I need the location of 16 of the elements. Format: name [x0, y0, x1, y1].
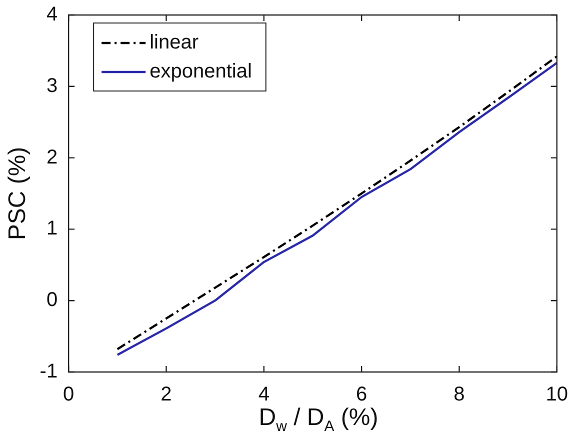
y-tick-label: 0: [46, 289, 58, 312]
y-tick-label: -1: [40, 360, 58, 383]
x-tick-label: 6: [356, 384, 368, 406]
y-tick-label: 2: [46, 146, 58, 168]
x-tick-label: 2: [160, 384, 172, 406]
y-tick-label: 4: [46, 4, 58, 26]
x-tick-label: 0: [63, 384, 74, 406]
legend-label: linear: [150, 32, 199, 54]
x-axis-title: D$_{w}$ / D$_{A}$ (%): [258, 404, 380, 435]
y-tick-label: 1: [46, 218, 58, 240]
x-tick-label: 4: [258, 384, 270, 406]
x-tick-label: 10: [546, 384, 568, 406]
y-tick-label: 3: [46, 74, 58, 97]
y-axis-title: PSC (%): [4, 146, 32, 240]
x-tick-label: 8: [454, 384, 465, 406]
legend-label: exponential: [150, 60, 252, 83]
